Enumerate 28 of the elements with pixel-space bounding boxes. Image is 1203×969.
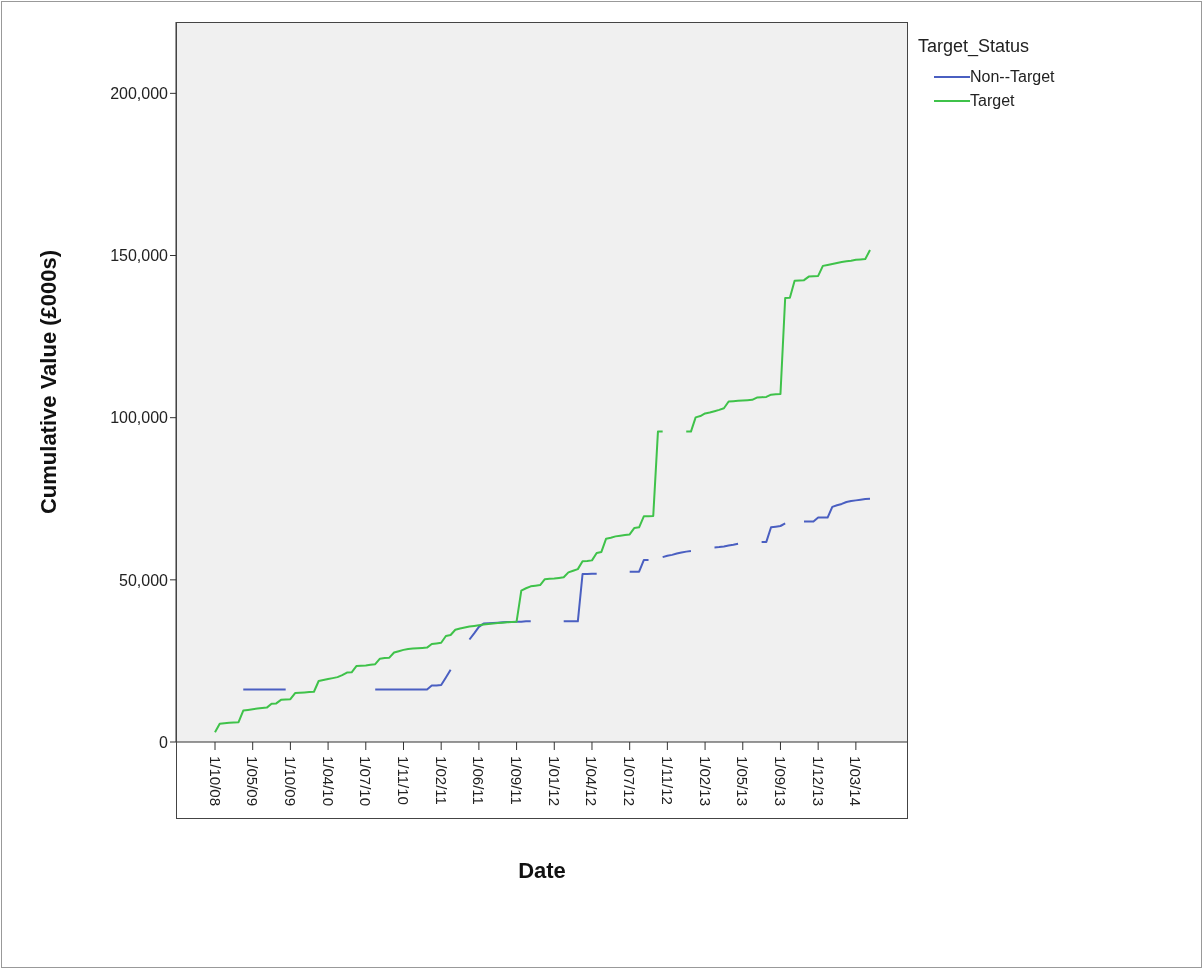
y-tick-label: 100,000 <box>110 409 169 427</box>
legend-label: Target <box>970 91 1015 111</box>
x-tick-label: 1/10/08 <box>206 756 224 807</box>
legend-label: Non--Target <box>970 67 1055 87</box>
x-tick-label: 1/05/09 <box>244 756 262 807</box>
y-tick-label: 50,000 <box>119 571 169 589</box>
x-tick-label: 1/10/09 <box>281 756 299 807</box>
x-tick-label: 1/11/12 <box>658 756 676 805</box>
x-tick-label: 1/02/11 <box>432 756 450 805</box>
y-axis-title: Cumulative Value (£000s) <box>35 249 61 515</box>
x-tick-label: 1/07/12 <box>621 756 639 807</box>
y-tick-label: 0 <box>159 733 169 751</box>
x-tick-label: 1/07/10 <box>357 756 375 807</box>
x-tick-label: 1/09/11 <box>508 756 526 805</box>
y-tick-label: 150,000 <box>110 247 169 265</box>
x-tick-label: 1/12/13 <box>809 756 827 807</box>
x-tick-label: 1/11/10 <box>394 756 412 805</box>
x-tick-label: 1/03/14 <box>847 756 865 807</box>
legend-title: Target_Status <box>918 36 1031 57</box>
x-axis-title: Date <box>518 858 566 883</box>
x-tick-label: 1/04/10 <box>319 756 337 807</box>
x-tick-label: 1/06/11 <box>470 756 488 805</box>
x-tick-label: 1/05/13 <box>734 756 752 807</box>
x-tick-label: 1/04/12 <box>583 756 601 807</box>
x-tick-label: 1/01/12 <box>545 756 563 807</box>
x-tick-label: 1/09/13 <box>771 756 789 807</box>
y-tick-label: 200,000 <box>110 85 169 103</box>
x-tick-label: 1/02/13 <box>696 756 714 807</box>
